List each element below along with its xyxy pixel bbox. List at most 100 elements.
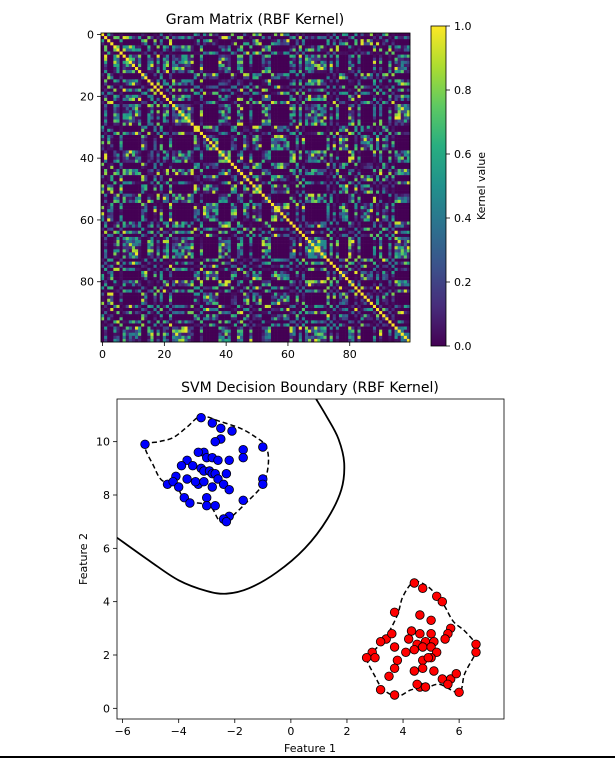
heatmap-cell (354, 45, 358, 49)
heatmap-cell (391, 116, 395, 120)
heatmap-cell (212, 113, 216, 117)
heatmap-cell (215, 42, 219, 46)
heatmap-cell (255, 119, 259, 123)
heatmap-cell (342, 104, 346, 108)
heatmap-cell (252, 119, 256, 123)
heatmap-cell (227, 66, 232, 71)
heatmap-cell (107, 181, 111, 185)
heatmap-cell (391, 138, 395, 142)
heatmap-cell (178, 144, 182, 148)
heatmap-cell (206, 168, 210, 173)
heatmap-cell (397, 113, 402, 117)
heatmap-cell (261, 57, 266, 62)
heatmap-cell (311, 60, 315, 65)
heatmap-cell (332, 33, 337, 37)
heatmap-cell (125, 79, 130, 83)
heatmap-cell (326, 178, 330, 182)
heatmap-cell (298, 88, 303, 93)
heatmap-cell (221, 94, 225, 99)
heatmap-cell (193, 168, 198, 173)
heatmap-cell (246, 60, 250, 65)
heatmap-cell (397, 119, 402, 123)
heatmap-cell (131, 107, 136, 111)
heatmap-cell (150, 48, 154, 52)
heatmap-cell (212, 94, 216, 99)
heatmap-cell (212, 144, 216, 148)
heatmap-cell (202, 165, 207, 170)
heatmap-cell (104, 131, 108, 136)
heatmap-cell (379, 125, 383, 130)
heatmap-cell (150, 131, 154, 136)
heatmap-cell (246, 172, 250, 176)
heatmap-cell (314, 39, 318, 43)
heatmap-cell (400, 168, 405, 173)
heatmap-cell (258, 63, 262, 68)
heatmap-cell (369, 110, 374, 114)
heatmap-cell (394, 116, 398, 120)
heatmap-cell (304, 88, 309, 93)
heatmap-cell (249, 76, 253, 80)
heatmap-cell (187, 76, 191, 80)
heatmap-cell (147, 110, 151, 114)
heatmap-cell (187, 57, 191, 62)
heatmap-cell (379, 82, 383, 86)
heatmap-cell (391, 97, 395, 102)
heatmap-cell (162, 134, 167, 139)
heatmap-cell (342, 82, 346, 86)
heatmap-cell (168, 70, 173, 74)
heatmap-cell (406, 45, 411, 49)
heatmap-cell (348, 48, 352, 52)
heatmap-cell (125, 104, 130, 108)
heatmap-cell (134, 128, 139, 133)
heatmap-cell (181, 110, 185, 114)
heatmap-cell (255, 79, 259, 83)
heatmap-cell (360, 128, 364, 133)
heatmap-cell (311, 122, 315, 126)
heatmap-cell (311, 150, 315, 154)
heatmap-cell (317, 51, 321, 55)
heatmap-cell (317, 82, 321, 86)
heatmap-cell (168, 45, 173, 49)
heatmap-cell (215, 48, 219, 52)
heatmap-cell (168, 48, 173, 52)
heatmap-cell (199, 168, 204, 173)
heatmap-cell (403, 110, 408, 114)
heatmap-cell (360, 134, 364, 139)
heatmap-cell (212, 73, 216, 77)
heatmap-cell (104, 104, 108, 108)
heatmap-cell (335, 162, 340, 167)
heatmap-cell (394, 162, 398, 167)
heatmap-cell (243, 48, 247, 52)
heatmap-cell (184, 144, 188, 148)
heatmap-cell (338, 159, 343, 164)
heatmap-cell (230, 113, 235, 117)
heatmap-cell (252, 147, 256, 151)
heatmap-cell (274, 165, 278, 170)
heatmap-cell (252, 79, 256, 83)
heatmap-cell (199, 107, 204, 111)
heatmap-cell (406, 168, 411, 173)
heatmap-cell (311, 51, 315, 55)
heatmap-cell (261, 54, 266, 59)
heatmap-cell (283, 113, 287, 117)
heatmap-cell (168, 60, 173, 65)
heatmap-cell (184, 168, 188, 173)
heatmap-cell (119, 57, 123, 62)
heatmap-cell (221, 88, 225, 93)
heatmap-cell (351, 94, 355, 99)
heatmap-cell (295, 70, 300, 74)
heatmap-cell (246, 184, 250, 188)
heatmap-cell (153, 100, 157, 105)
heatmap-cell (289, 104, 293, 108)
heatmap-cell (116, 66, 120, 71)
heatmap-cell (277, 70, 281, 74)
heatmap-cell (308, 94, 312, 99)
heatmap-cell (351, 122, 355, 126)
heatmap-cell (215, 138, 219, 142)
heatmap-cell (196, 128, 201, 133)
heatmap-cell (230, 131, 235, 136)
heatmap-cell (147, 181, 151, 185)
heatmap-cell (144, 178, 148, 182)
heatmap-cell (168, 33, 173, 37)
heatmap-cell (345, 94, 349, 99)
